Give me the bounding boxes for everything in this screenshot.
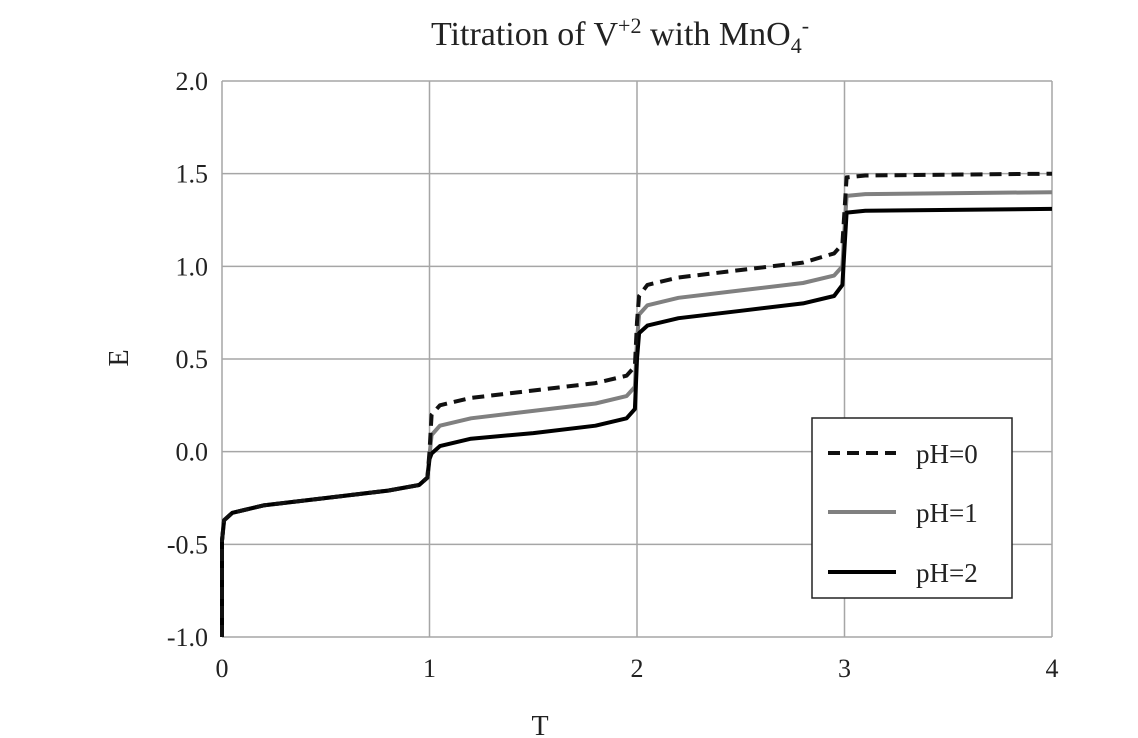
- chart-title: Titration of V+2 with MnO4-: [431, 13, 809, 58]
- x-tick-label: 0: [216, 654, 229, 683]
- tick-labels: -1.0 -0.5 0.0 0.5 1.0 1.5 2.0 0 1 2 3 4: [167, 67, 1059, 683]
- legend-label: pH=0: [916, 439, 978, 469]
- x-tick-label: 1: [423, 654, 436, 683]
- y-axis-label: E: [104, 349, 135, 366]
- y-tick-label: -1.0: [167, 623, 208, 652]
- x-tick-label: 2: [631, 654, 644, 683]
- series-layer: [220, 171, 1053, 637]
- x-tick-label: 3: [838, 654, 851, 683]
- legend-label: pH=1: [916, 498, 978, 528]
- y-tick-label: -0.5: [167, 530, 208, 559]
- y-tick-label: 1.0: [176, 252, 209, 281]
- legend: pH=0 pH=1 pH=2: [811, 417, 1013, 599]
- legend-label: pH=2: [916, 558, 978, 588]
- grid: [221, 80, 1053, 638]
- y-tick-label: 0.0: [176, 438, 209, 467]
- y-tick-label: 1.5: [176, 160, 209, 189]
- legend-box: [811, 417, 1013, 599]
- x-tick-label: 4: [1046, 654, 1059, 683]
- y-tick-label: 2.0: [176, 67, 209, 96]
- y-tick-label: 0.5: [176, 345, 209, 374]
- x-axis-label: T: [531, 711, 548, 738]
- series-line-ph-0: [220, 171, 1053, 637]
